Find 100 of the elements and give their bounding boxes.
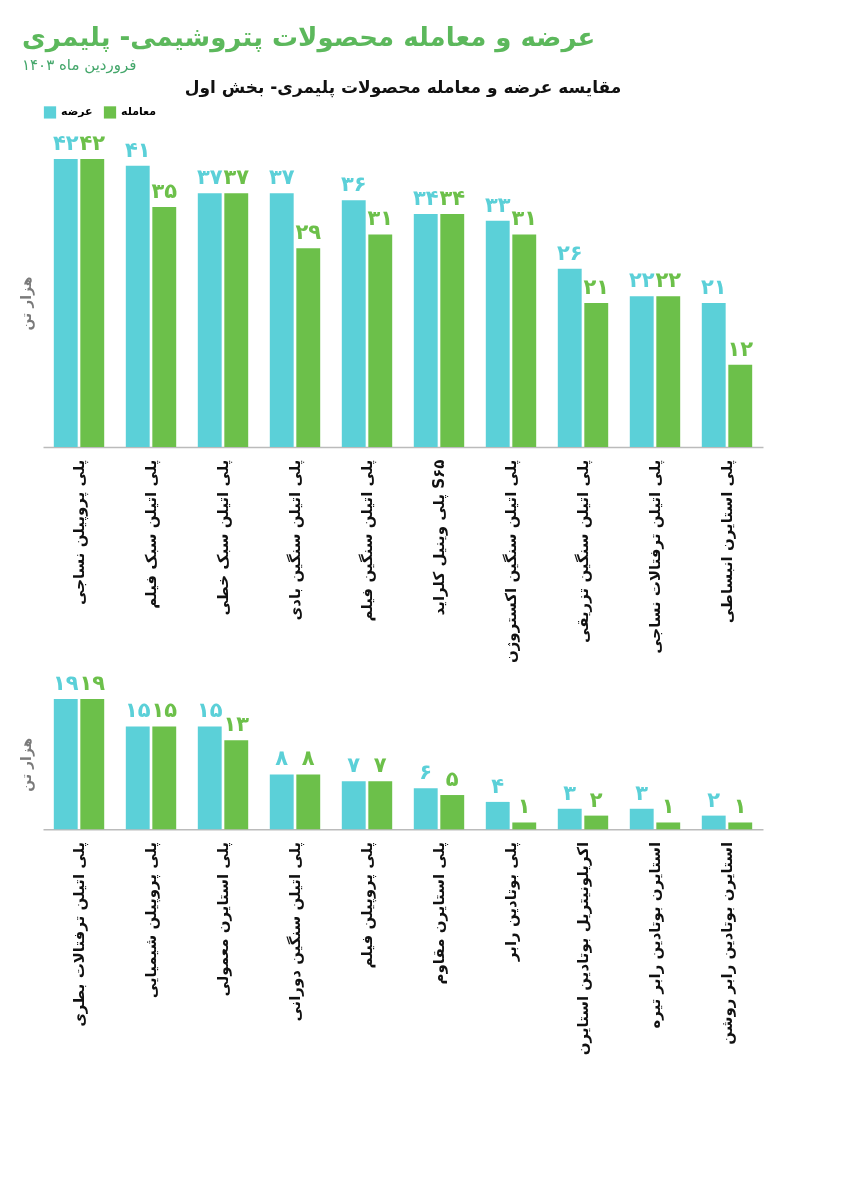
bar bbox=[80, 159, 105, 448]
data-label: ۳۷ bbox=[223, 165, 250, 190]
data-label: ۲۱ bbox=[700, 275, 727, 300]
data-label: ۲ bbox=[707, 787, 721, 812]
x-tick-label: استایرن بوتادین رابر تیره bbox=[645, 841, 664, 1029]
bar bbox=[440, 795, 465, 830]
data-label: ۱۹ bbox=[79, 671, 106, 696]
data-label: ۲۱ bbox=[583, 275, 610, 300]
bar bbox=[296, 774, 321, 830]
bar bbox=[656, 296, 681, 448]
data-label: ۲۲ bbox=[628, 268, 655, 293]
bar bbox=[413, 213, 438, 448]
bar bbox=[368, 234, 393, 448]
data-label: ۳۴ bbox=[412, 185, 439, 210]
bar bbox=[53, 699, 78, 830]
data-label: ۱ bbox=[517, 794, 531, 819]
x-tick-label: پلی پروپیلن شیمیایی bbox=[142, 841, 162, 999]
y-axis-title: هزار تن bbox=[17, 737, 35, 792]
data-label: ۱۵ bbox=[124, 698, 151, 723]
bar bbox=[512, 822, 537, 830]
x-tick-label: پلی استایرن معمولی bbox=[214, 841, 233, 997]
bar bbox=[485, 220, 510, 448]
bar bbox=[701, 815, 726, 830]
bar bbox=[80, 699, 105, 830]
x-tick-label: پلی اتیلن سنگین فیلم bbox=[358, 459, 377, 622]
data-label: ۳۴ bbox=[439, 185, 466, 210]
bar bbox=[728, 822, 753, 830]
bar bbox=[125, 726, 150, 830]
bar bbox=[557, 808, 582, 830]
x-tick-label: اکریلونیتریل بوتادین استایرن bbox=[573, 841, 592, 1056]
data-label: ۱ bbox=[733, 794, 747, 819]
x-tick-label: پلی اتیلن سنگین بادی bbox=[286, 459, 305, 621]
data-label: ۱۲ bbox=[727, 336, 754, 361]
bar bbox=[728, 364, 753, 448]
data-label: ۳ bbox=[563, 780, 577, 805]
data-label: ۷ bbox=[347, 753, 361, 778]
x-tick-label: پلی اتیلن سبک خطی bbox=[214, 459, 233, 616]
x-tick-label: پلی اتیلن ترفتالات بطری bbox=[70, 841, 90, 1027]
x-tick-label: پلی اتیلن سبک فیلم bbox=[142, 459, 161, 609]
bar bbox=[557, 268, 582, 448]
bar bbox=[413, 788, 438, 830]
bar bbox=[269, 193, 294, 448]
bar bbox=[152, 207, 177, 448]
bar bbox=[629, 296, 654, 448]
data-label: ۸ bbox=[275, 746, 289, 771]
bar bbox=[485, 802, 510, 830]
x-tick-label: استایرن بوتادین رابر روشن bbox=[717, 841, 736, 1045]
bar bbox=[440, 213, 465, 448]
data-label: ۱۳ bbox=[223, 712, 250, 737]
bar bbox=[197, 726, 222, 830]
data-label: ۵ bbox=[445, 767, 459, 792]
x-tick-label: پلی اتیلن سنگین تزریقی bbox=[574, 459, 593, 643]
data-label: ۳۵ bbox=[151, 179, 178, 204]
bar bbox=[125, 165, 150, 448]
bar bbox=[269, 774, 294, 830]
bar bbox=[197, 193, 222, 448]
legend-label: عرضه bbox=[61, 105, 93, 119]
data-label: ۲ bbox=[589, 787, 603, 812]
chart-title: مقایسه عرضه و معامله محصولات پلیمری- بخش اول bbox=[184, 77, 622, 98]
text: فروردین ماه ۱۴۰۳ bbox=[22, 56, 138, 74]
bar bbox=[152, 726, 177, 830]
bar bbox=[368, 781, 393, 830]
data-label: ۲۶ bbox=[556, 240, 583, 265]
text: عرضه و معامله محصولات پتروشیمی- پلیمری bbox=[22, 22, 596, 52]
x-tick-label: پلی وینیل کلراید S۶۵ bbox=[430, 459, 449, 616]
data-label: ۱ bbox=[661, 794, 675, 819]
data-label: ۴ bbox=[491, 774, 505, 799]
x-tick-label: پلی اتیلن ترفتالات نساجی bbox=[646, 459, 665, 654]
x-tick-label: پلی اتیلن سنگین اکستروژن bbox=[502, 459, 521, 664]
data-label: ۲۲ bbox=[655, 268, 682, 293]
x-tick-label: پلی اتیلن سنگین دورانی bbox=[286, 841, 305, 1022]
data-label: ۷ bbox=[373, 753, 387, 778]
bar bbox=[224, 740, 249, 830]
bar bbox=[656, 822, 681, 830]
y-axis-title: هزار تن bbox=[17, 276, 35, 331]
data-label: ۳۶ bbox=[340, 172, 367, 197]
bar bbox=[296, 248, 321, 448]
data-label: ۴۲ bbox=[79, 131, 106, 155]
data-label: ۱۹ bbox=[52, 671, 79, 696]
data-label: ۳۷ bbox=[268, 165, 295, 190]
x-tick-label: پلی بوتادین رابر bbox=[502, 841, 521, 963]
data-label: ۶ bbox=[419, 760, 433, 785]
bar bbox=[584, 303, 609, 448]
bar bbox=[584, 815, 609, 830]
bar bbox=[341, 781, 366, 830]
data-label: ۱۵ bbox=[151, 698, 178, 723]
bar bbox=[701, 303, 726, 448]
data-label: ۲۹ bbox=[295, 220, 322, 245]
x-tick-label: پلی پروپیلن فیلم bbox=[358, 841, 377, 969]
data-label: ۴۲ bbox=[52, 131, 79, 155]
data-label: ۳۱ bbox=[367, 206, 394, 231]
data-label: ۱۵ bbox=[196, 698, 223, 723]
x-tick-label: پلی استایرن انبساطی bbox=[717, 459, 737, 624]
data-label: ۳۳ bbox=[484, 192, 511, 217]
legend-label: معامله bbox=[121, 105, 157, 119]
bar bbox=[53, 159, 78, 448]
bar bbox=[512, 234, 537, 448]
data-label: ۳ bbox=[635, 780, 649, 805]
x-tick-label: پلی استایرن مقاوم bbox=[430, 841, 449, 985]
x-tick-label: پلی پروپیلن نساجی bbox=[70, 459, 90, 606]
